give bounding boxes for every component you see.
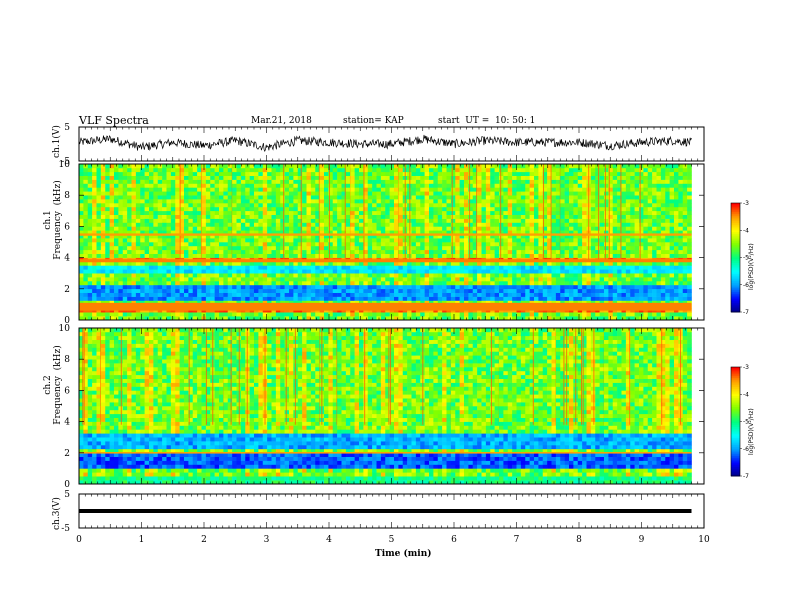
x-tick-label: 8 <box>576 535 582 545</box>
x-tick-label: 4 <box>326 535 332 545</box>
ch3-waveform-ylabel: ch.3(V) <box>52 497 62 530</box>
ch1-spectrogram-panel: 0 2 4 6 8 10 <box>59 160 705 326</box>
y-tick-label: 5 <box>64 490 70 500</box>
y-tick-label: 0 <box>64 480 70 490</box>
station-label: station= KAP <box>343 116 404 126</box>
x-tick-label: 6 <box>451 535 457 545</box>
x-tick-label: 7 <box>514 535 520 545</box>
figure-title: VLF Spectra <box>79 114 149 127</box>
y-tick-label: 5 <box>64 123 70 133</box>
x-tick-label: 3 <box>264 535 270 545</box>
y-tick-label: 10 <box>59 160 71 170</box>
y-tick-label: 2 <box>64 285 70 295</box>
colorbar-tick-label: -6 <box>743 282 749 289</box>
ch1-waveform-panel: 5 -5 <box>61 123 705 167</box>
y-tick-label: 4 <box>64 418 70 428</box>
x-tick-label: 10 <box>698 535 710 545</box>
y-tick-label: 8 <box>64 191 70 201</box>
ch1-trace <box>78 134 692 152</box>
ch1-spectrogram-band <box>79 233 692 236</box>
colorbar-tick-label: -7 <box>743 473 749 480</box>
colorbar-tick-label: -4 <box>743 391 749 398</box>
y-tick-label: 6 <box>64 386 70 396</box>
y-tick-label: 4 <box>64 254 70 264</box>
date-label: Mar.21, 2018 <box>251 116 312 126</box>
ch1-spectrogram-cells <box>79 164 692 321</box>
ch2-spectrogram-frame <box>78 327 705 485</box>
y-tick-label: -5 <box>61 157 70 167</box>
y-tick-label: 0 <box>64 316 70 326</box>
x-tick-label: 0 <box>76 535 82 545</box>
y-tick-label: -5 <box>61 524 70 534</box>
ch1-waveform-frame <box>78 126 705 162</box>
time-axis: 0 1 2 3 4 5 6 7 8 9 10 <box>76 535 710 545</box>
x-axis-label: Time (min) <box>375 549 432 559</box>
x-tick-label: 5 <box>389 535 395 545</box>
colorbar-tick-label: -5 <box>743 419 749 426</box>
colorbars: -3 -4 -5 -6 -7 -3 -4 -5 -6 -7 <box>730 200 749 480</box>
ch3-waveform-frame <box>78 493 705 529</box>
colorbar-tick-label: -3 <box>743 364 749 371</box>
ch2-colorbar-label: log(PSD)(V²/Hz) <box>748 408 755 455</box>
colorbar-tick-label: -3 <box>743 200 749 207</box>
x-tick-label: 2 <box>201 535 207 545</box>
ch1-spectrogram-ylabel: ch.1 Frequency (kHz) <box>43 180 63 260</box>
ch1-spectrogram-band <box>79 302 692 311</box>
ch1-colorbar-label: log(PSD)(V²/Hz) <box>748 243 755 290</box>
ch2-spectrogram-cells <box>79 328 692 485</box>
ch1-spectrogram-band <box>79 259 692 263</box>
y-tick-label: 2 <box>64 449 70 459</box>
ch2-spectrogram-ylabel: ch.2 Frequency (kHz) <box>43 345 63 425</box>
ch1-spectrogram-frame <box>78 163 705 321</box>
colorbar-tick-label: -5 <box>743 255 749 262</box>
ch2-spectrogram-panel: 0 2 4 6 8 10 <box>59 324 705 490</box>
y-tick-label: 8 <box>64 355 70 365</box>
y-tick-label: 6 <box>64 222 70 232</box>
x-tick-label: 9 <box>639 535 645 545</box>
y-tick-label: 10 <box>59 324 71 334</box>
colorbar-tick-label: -4 <box>743 227 749 234</box>
x-tick-label: 1 <box>139 535 145 545</box>
ch2-spectrogram-band <box>79 452 692 454</box>
colorbar-tick-label: -7 <box>743 309 749 316</box>
ch3-waveform-panel: 5 -5 <box>61 490 705 534</box>
start-time-label: start UT = 10: 50: 1 <box>438 116 536 126</box>
colorbar-tick-label: -6 <box>743 446 749 453</box>
